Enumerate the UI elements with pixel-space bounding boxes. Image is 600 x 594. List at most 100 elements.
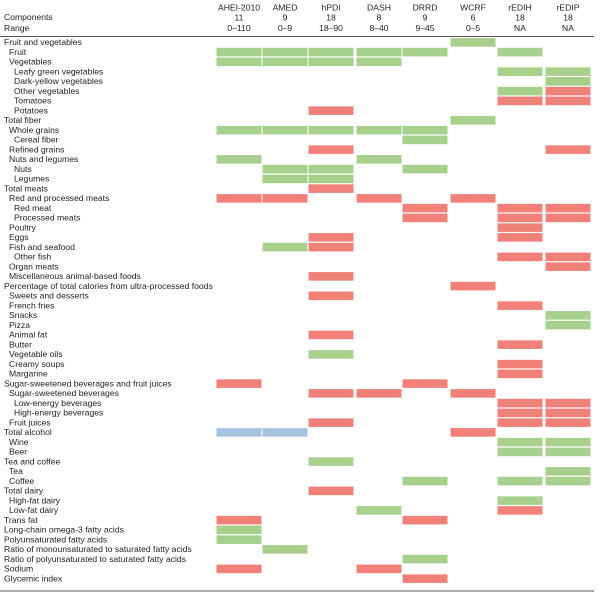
row-label: Tea [9,466,23,476]
table-row: Refined grains [9,144,591,154]
row-label: Low-fat dairy [9,505,59,515]
table-row: Miscellaneous animal-based foods [9,271,354,281]
components-label: Components [4,12,53,22]
cell-beneficial-1 [262,57,308,67]
cell-adverse-6 [497,506,543,515]
cell-adverse-2 [308,272,354,281]
table-row: Beer [9,447,591,457]
row-label: Tomatoes [14,96,51,106]
cell-beneficial-0 [216,525,262,535]
cell-beneficial-6 [497,476,543,486]
cell-beneficial-0 [216,47,262,57]
table-row: Trans fat [4,515,448,525]
cell-adverse-2 [308,389,354,398]
cell-beneficial-0 [216,57,262,67]
cell-beneficial-3 [356,506,402,515]
table-row: Margarine [9,369,543,379]
cell-beneficial-0 [216,125,262,135]
table-row: Low-fat dairy [9,505,543,515]
index-headers: AHEI-2010110–110AMED90–9hPDI1818–90DASH8… [218,3,580,34]
cell-adverse-3 [356,564,402,574]
index-name-6: rEDIH [508,3,531,13]
cell-beneficial-7 [545,67,591,76]
table-row: Fish and seafood [9,242,354,252]
cell-beneficial-7 [545,77,591,86]
cell-adverse-2 [308,242,354,252]
table-row: Fruit and vegetables [4,37,496,47]
cell-adverse-6 [497,233,543,242]
cell-adverse-6 [497,203,543,213]
table-row: Total dairy [4,486,354,496]
cell-adverse-4 [402,515,448,525]
cell-adverse-2 [308,184,354,193]
table-row: Eggs [9,232,543,242]
index-name-1: AMED [273,3,298,13]
table-row: Coffee [9,476,591,486]
cell-beneficial-4 [402,47,448,57]
cell-adverse-4 [402,379,448,388]
cell-beneficial-7 [545,320,591,330]
row-label: Organ meats [9,261,59,271]
row-label: Ratio of polyunsaturated to saturated fa… [4,554,186,564]
table-row: Wine [9,437,591,447]
cell-adverse-0 [216,379,262,388]
cell-adverse-6 [497,398,543,408]
table-row: Sweets and desserts [9,291,354,301]
row-label: Miscellaneous animal-based foods [9,271,141,281]
cell-beneficial-7 [545,467,591,476]
index-range-1: 0–9 [278,23,293,33]
cell-adverse-7 [545,252,591,262]
table-row: Processed meats [14,213,591,223]
cell-adverse-6 [497,408,543,418]
cell-beneficial-1 [262,545,308,554]
table-row: Red meat [14,203,591,213]
cell-beneficial-2 [308,164,354,174]
index-n-0: 11 [235,13,244,23]
cell-beneficial-2 [308,57,354,67]
table-row: Other fish [14,252,591,262]
cell-adverse-5 [450,389,496,398]
table-row: Snacks [9,310,591,320]
row-label: Trans fat [4,515,38,525]
index-range-2: 18–90 [319,23,343,33]
index-n-1: 9 [283,13,288,23]
index-name-0: AHEI-2010 [218,3,260,13]
cell-beneficial-5 [450,116,496,125]
row-label: Fruit and vegetables [4,37,82,47]
index-n-5: 6 [471,13,476,23]
row-label: Fish and seafood [9,242,75,252]
row-label: Vegetable oils [9,349,63,359]
cell-adverse-5 [450,281,496,291]
row-label: Leafy green vegetables [14,66,103,76]
table-row: Low-energy beverages [14,398,591,408]
table-row: Total meats [4,183,354,193]
cell-beneficial-6 [497,47,543,57]
table-row: High-fat dairy [9,495,543,505]
row-label: Coffee [9,476,34,486]
row-label: Sugar-sweetened beverages and fruit juic… [4,378,172,388]
row-label: Beer [9,447,27,457]
cell-beneficial-3 [356,125,402,135]
table-row: Whole grains [9,125,448,135]
cell-adverse-3 [356,389,402,398]
cell-adverse-2 [308,145,354,154]
cell-beneficial-3 [356,47,402,57]
table-row: Percentage of total calories from ultra-… [4,281,496,291]
row-label: Total alcohol [4,427,52,437]
row-label: Fruit juices [9,417,51,427]
index-range-3: 8–40 [369,23,388,33]
cell-beneficial-1 [262,174,308,184]
table-row: Poultry [9,222,543,232]
cell-adverse-7 [545,86,591,96]
row-label: Nuts and legumes [9,154,78,164]
cell-adverse-6 [497,359,543,369]
table-row: Polyunsaturated fatty acids [4,534,262,544]
row-label: High-energy beverages [14,408,103,418]
row-label: Snacks [9,310,37,320]
table-row: High-energy beverages [14,408,591,418]
table-row: Ratio of polyunsaturated to saturated fa… [4,554,448,564]
index-range-6: NA [514,23,526,33]
table-row: Cereal fiber [14,135,448,145]
row-label: Other vegetables [14,86,79,96]
